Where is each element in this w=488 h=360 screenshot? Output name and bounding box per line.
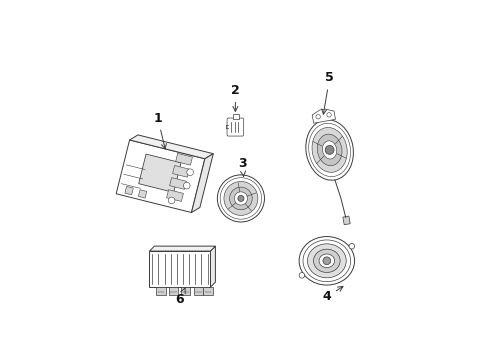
Ellipse shape [311, 127, 346, 172]
Bar [156, 287, 165, 295]
Bar [193, 287, 203, 295]
Circle shape [186, 169, 193, 176]
Circle shape [168, 197, 175, 204]
Ellipse shape [299, 237, 354, 285]
Polygon shape [210, 246, 215, 287]
Ellipse shape [305, 120, 353, 180]
Text: 1: 1 [153, 112, 166, 149]
Text: 2: 2 [230, 84, 239, 111]
FancyBboxPatch shape [226, 118, 243, 136]
Circle shape [348, 243, 354, 249]
Bar [124, 186, 133, 195]
Bar [203, 287, 212, 295]
Ellipse shape [319, 254, 334, 267]
Polygon shape [149, 246, 215, 251]
Ellipse shape [322, 141, 336, 159]
Text: 6: 6 [175, 288, 185, 306]
Bar [149, 251, 210, 287]
Ellipse shape [303, 240, 350, 282]
Circle shape [237, 195, 244, 202]
Bar [139, 154, 181, 192]
Text: 3: 3 [238, 157, 246, 176]
Bar [342, 216, 349, 225]
Ellipse shape [317, 134, 341, 166]
Circle shape [234, 192, 247, 205]
Text: 5: 5 [321, 71, 333, 114]
Ellipse shape [308, 123, 350, 177]
Bar [233, 114, 238, 120]
Bar [172, 166, 189, 177]
Circle shape [325, 145, 333, 154]
Circle shape [229, 187, 252, 210]
Circle shape [183, 182, 190, 189]
Bar [169, 177, 186, 189]
Circle shape [224, 181, 257, 215]
Polygon shape [129, 135, 213, 159]
Circle shape [322, 257, 330, 265]
Polygon shape [191, 154, 213, 212]
Bar [166, 190, 183, 202]
Text: 4: 4 [322, 287, 342, 303]
Circle shape [326, 113, 330, 117]
Bar [168, 287, 178, 295]
Bar [138, 190, 146, 198]
Circle shape [299, 273, 304, 278]
Circle shape [220, 178, 261, 219]
Polygon shape [311, 109, 335, 123]
Ellipse shape [307, 244, 346, 278]
Bar [116, 140, 204, 212]
Bar [175, 153, 192, 165]
Ellipse shape [313, 249, 340, 273]
Circle shape [217, 175, 264, 222]
Bar [181, 287, 190, 295]
Circle shape [315, 114, 320, 119]
